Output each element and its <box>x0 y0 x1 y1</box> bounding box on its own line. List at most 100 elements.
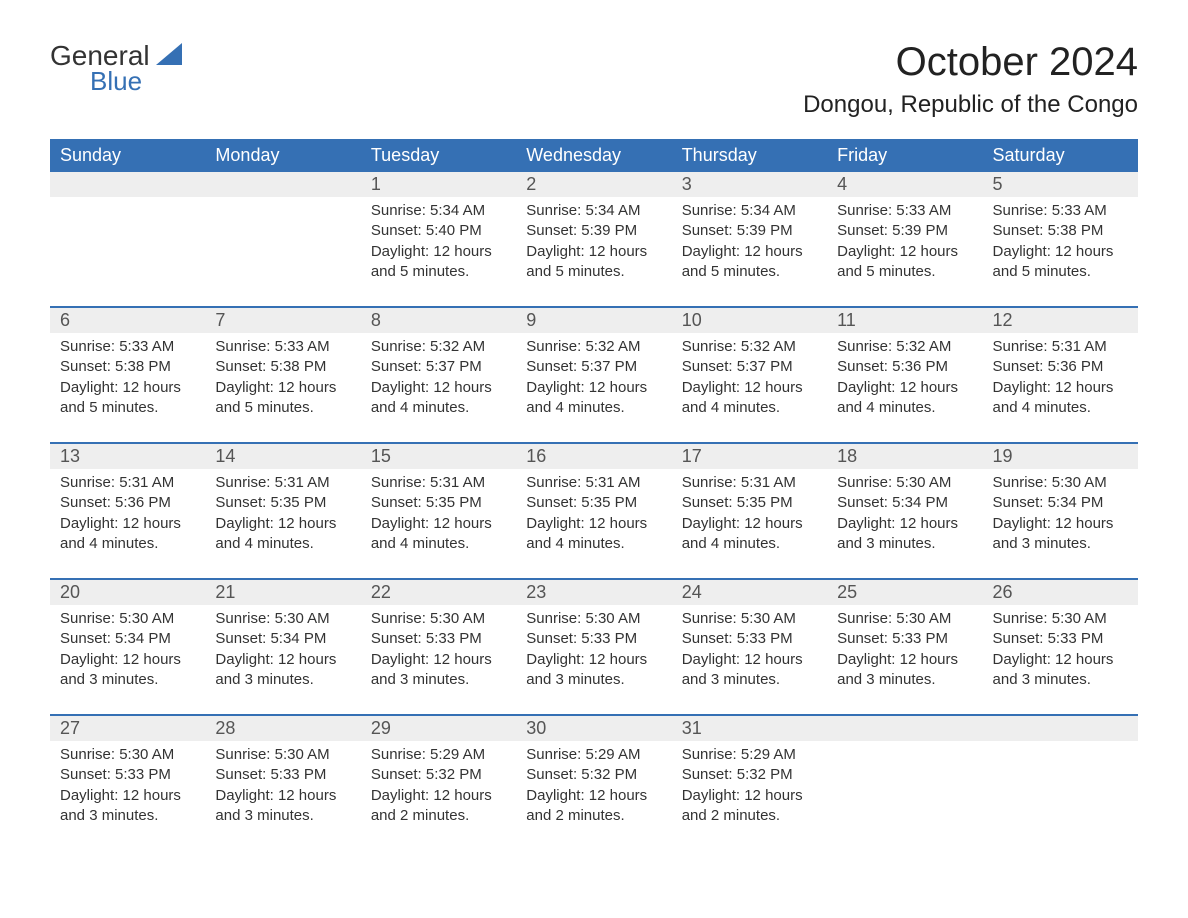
day-body-cell: Sunrise: 5:30 AMSunset: 5:33 PMDaylight:… <box>516 605 671 715</box>
day-body-cell: Sunrise: 5:31 AMSunset: 5:35 PMDaylight:… <box>205 469 360 579</box>
day-number: 31 <box>672 716 827 741</box>
day-body-cell: Sunrise: 5:30 AMSunset: 5:34 PMDaylight:… <box>827 469 982 579</box>
day-body-cell: Sunrise: 5:32 AMSunset: 5:37 PMDaylight:… <box>361 333 516 443</box>
day-number: 22 <box>361 580 516 605</box>
day-number: 28 <box>205 716 360 741</box>
sunset-line: Sunset: 5:34 PM <box>215 629 350 649</box>
day-body-cell: Sunrise: 5:31 AMSunset: 5:35 PMDaylight:… <box>516 469 671 579</box>
sunset-line: Sunset: 5:37 PM <box>682 357 817 377</box>
day-body-cell: Sunrise: 5:34 AMSunset: 5:39 PMDaylight:… <box>672 197 827 307</box>
daylight-line: Daylight: 12 hours and 4 minutes. <box>682 378 817 419</box>
day-number-cell: 22 <box>361 579 516 605</box>
day-body: Sunrise: 5:34 AMSunset: 5:39 PMDaylight:… <box>672 197 827 306</box>
day-number-cell <box>983 715 1138 741</box>
sunrise-line: Sunrise: 5:31 AM <box>371 473 506 493</box>
day-body: Sunrise: 5:30 AMSunset: 5:34 PMDaylight:… <box>205 605 360 714</box>
day-number: 26 <box>983 580 1138 605</box>
day-number-cell: 30 <box>516 715 671 741</box>
day-number <box>205 172 360 197</box>
daylight-line: Daylight: 12 hours and 2 minutes. <box>371 786 506 827</box>
day-number-cell: 31 <box>672 715 827 741</box>
day-number: 7 <box>205 308 360 333</box>
day-body: Sunrise: 5:31 AMSunset: 5:35 PMDaylight:… <box>516 469 671 578</box>
sunset-line: Sunset: 5:33 PM <box>215 765 350 785</box>
sunrise-line: Sunrise: 5:31 AM <box>60 473 195 493</box>
day-number-cell: 10 <box>672 307 827 333</box>
day-number: 18 <box>827 444 982 469</box>
week-daynum-row: 20212223242526 <box>50 579 1138 605</box>
day-number: 12 <box>983 308 1138 333</box>
daylight-line: Daylight: 12 hours and 3 minutes. <box>993 514 1128 555</box>
day-number: 2 <box>516 172 671 197</box>
sunrise-line: Sunrise: 5:29 AM <box>526 745 661 765</box>
sunset-line: Sunset: 5:38 PM <box>993 221 1128 241</box>
sail-icon <box>156 52 182 69</box>
sunrise-line: Sunrise: 5:32 AM <box>371 337 506 357</box>
day-body: Sunrise: 5:29 AMSunset: 5:32 PMDaylight:… <box>672 741 827 850</box>
header-row: General Blue October 2024 Dongou, Republ… <box>50 40 1138 119</box>
day-number: 14 <box>205 444 360 469</box>
daylight-line: Daylight: 12 hours and 3 minutes. <box>993 650 1128 691</box>
week-daynum-row: 12345 <box>50 172 1138 197</box>
sunrise-line: Sunrise: 5:30 AM <box>60 609 195 629</box>
day-number: 27 <box>50 716 205 741</box>
sunset-line: Sunset: 5:36 PM <box>993 357 1128 377</box>
weekday-header-row: SundayMondayTuesdayWednesdayThursdayFrid… <box>50 139 1138 172</box>
sunrise-line: Sunrise: 5:34 AM <box>682 201 817 221</box>
day-number: 9 <box>516 308 671 333</box>
day-number: 3 <box>672 172 827 197</box>
day-body <box>827 741 982 789</box>
day-body: Sunrise: 5:32 AMSunset: 5:37 PMDaylight:… <box>516 333 671 442</box>
day-number: 30 <box>516 716 671 741</box>
sunrise-line: Sunrise: 5:29 AM <box>682 745 817 765</box>
sunset-line: Sunset: 5:32 PM <box>682 765 817 785</box>
sunrise-line: Sunrise: 5:31 AM <box>215 473 350 493</box>
sunrise-line: Sunrise: 5:30 AM <box>993 609 1128 629</box>
sunrise-line: Sunrise: 5:30 AM <box>837 473 972 493</box>
day-body-cell: Sunrise: 5:29 AMSunset: 5:32 PMDaylight:… <box>361 741 516 850</box>
day-body-cell: Sunrise: 5:30 AMSunset: 5:33 PMDaylight:… <box>672 605 827 715</box>
day-body-cell: Sunrise: 5:31 AMSunset: 5:36 PMDaylight:… <box>50 469 205 579</box>
day-number-cell: 13 <box>50 443 205 469</box>
day-body: Sunrise: 5:31 AMSunset: 5:36 PMDaylight:… <box>50 469 205 578</box>
day-body: Sunrise: 5:33 AMSunset: 5:38 PMDaylight:… <box>205 333 360 442</box>
daylight-line: Daylight: 12 hours and 5 minutes. <box>215 378 350 419</box>
sunset-line: Sunset: 5:33 PM <box>682 629 817 649</box>
daylight-line: Daylight: 12 hours and 4 minutes. <box>526 378 661 419</box>
day-body: Sunrise: 5:30 AMSunset: 5:33 PMDaylight:… <box>50 741 205 850</box>
day-number-cell: 12 <box>983 307 1138 333</box>
daylight-line: Daylight: 12 hours and 3 minutes. <box>682 650 817 691</box>
day-body-cell <box>205 197 360 307</box>
daylight-line: Daylight: 12 hours and 4 minutes. <box>837 378 972 419</box>
sunrise-line: Sunrise: 5:32 AM <box>526 337 661 357</box>
day-body: Sunrise: 5:30 AMSunset: 5:33 PMDaylight:… <box>516 605 671 714</box>
day-body-cell: Sunrise: 5:30 AMSunset: 5:34 PMDaylight:… <box>983 469 1138 579</box>
day-number <box>50 172 205 197</box>
day-body: Sunrise: 5:31 AMSunset: 5:35 PMDaylight:… <box>361 469 516 578</box>
sunset-line: Sunset: 5:37 PM <box>371 357 506 377</box>
weekday-header: Saturday <box>983 139 1138 172</box>
sunrise-line: Sunrise: 5:30 AM <box>526 609 661 629</box>
day-body-cell: Sunrise: 5:30 AMSunset: 5:34 PMDaylight:… <box>50 605 205 715</box>
month-title: October 2024 <box>803 40 1138 85</box>
weekday-header: Sunday <box>50 139 205 172</box>
sunset-line: Sunset: 5:39 PM <box>682 221 817 241</box>
day-number: 24 <box>672 580 827 605</box>
day-body-cell: Sunrise: 5:31 AMSunset: 5:35 PMDaylight:… <box>361 469 516 579</box>
sunrise-line: Sunrise: 5:30 AM <box>60 745 195 765</box>
sunset-line: Sunset: 5:36 PM <box>60 493 195 513</box>
day-number-cell: 8 <box>361 307 516 333</box>
day-number-cell: 14 <box>205 443 360 469</box>
daylight-line: Daylight: 12 hours and 3 minutes. <box>371 650 506 691</box>
day-number <box>827 716 982 741</box>
week-body-row: Sunrise: 5:31 AMSunset: 5:36 PMDaylight:… <box>50 469 1138 579</box>
sunrise-line: Sunrise: 5:30 AM <box>215 745 350 765</box>
day-number: 25 <box>827 580 982 605</box>
daylight-line: Daylight: 12 hours and 5 minutes. <box>371 242 506 283</box>
weekday-header: Thursday <box>672 139 827 172</box>
daylight-line: Daylight: 12 hours and 3 minutes. <box>837 514 972 555</box>
day-number-cell <box>827 715 982 741</box>
day-body-cell: Sunrise: 5:32 AMSunset: 5:37 PMDaylight:… <box>672 333 827 443</box>
day-number-cell: 9 <box>516 307 671 333</box>
day-number-cell: 21 <box>205 579 360 605</box>
